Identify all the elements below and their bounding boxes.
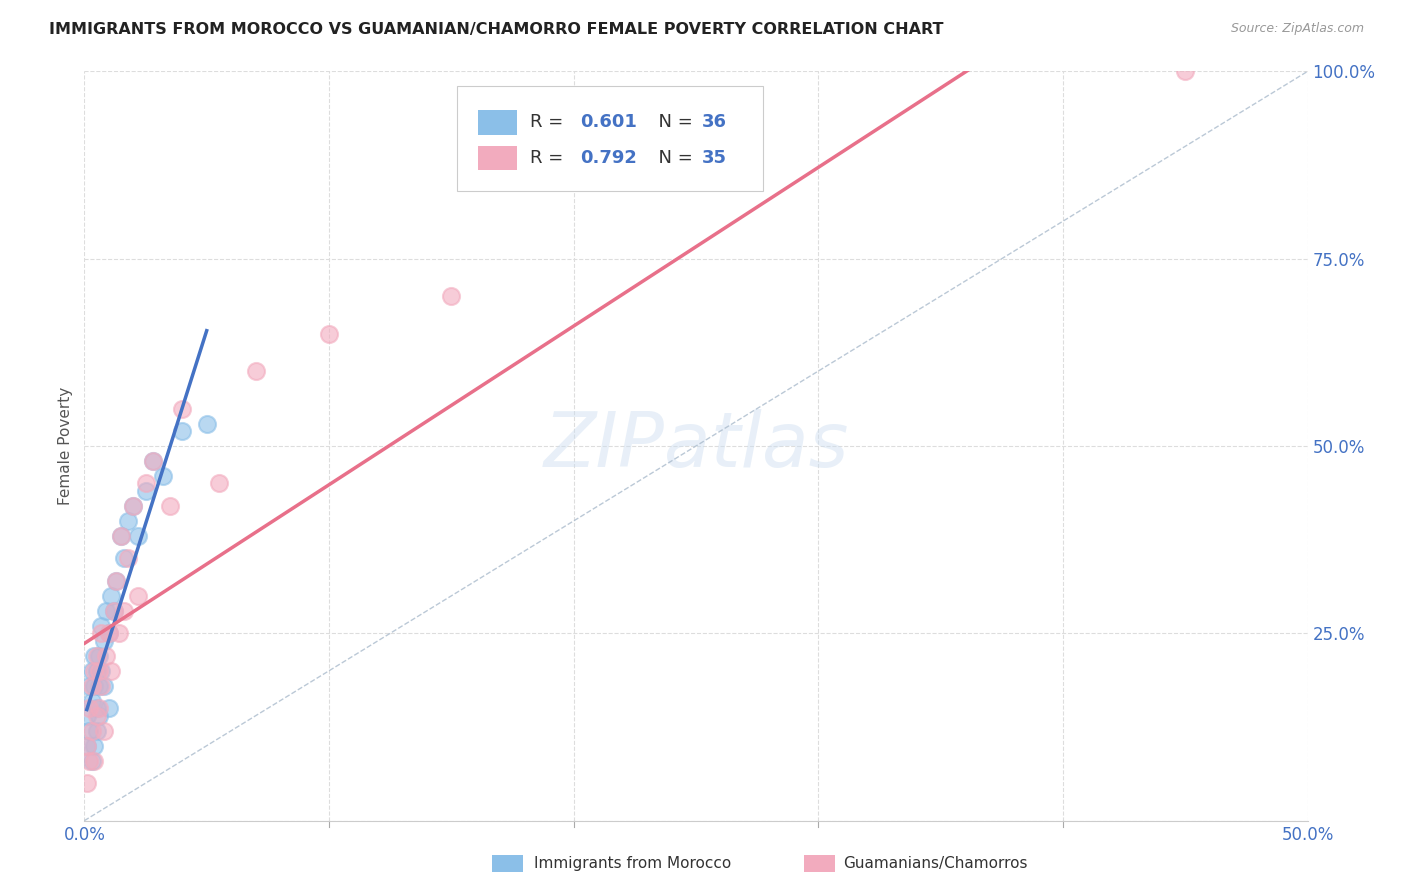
- Point: [76, 708, 98, 723]
- Y-axis label: Female Poverty: Female Poverty: [58, 387, 73, 505]
- Point: [107, 626, 129, 640]
- FancyBboxPatch shape: [457, 87, 763, 191]
- Point: [152, 469, 174, 483]
- Text: N =: N =: [647, 149, 699, 167]
- Point: [86, 648, 108, 663]
- Text: 35: 35: [702, 149, 727, 167]
- Point: [77, 754, 100, 768]
- Point: [80, 754, 103, 768]
- Text: Guamanians/Chamorros: Guamanians/Chamorros: [844, 856, 1028, 871]
- Point: [103, 604, 125, 618]
- Point: [135, 476, 157, 491]
- Point: [245, 364, 267, 378]
- Text: 0.601: 0.601: [579, 113, 637, 131]
- Point: [110, 529, 132, 543]
- Point: [135, 483, 157, 498]
- Point: [93, 633, 115, 648]
- Point: [83, 754, 105, 768]
- Point: [142, 454, 165, 468]
- Point: [172, 424, 194, 438]
- Point: [105, 574, 128, 588]
- Point: [90, 679, 112, 693]
- Point: [122, 499, 145, 513]
- Point: [100, 589, 122, 603]
- Point: [127, 589, 149, 603]
- Point: [159, 499, 181, 513]
- Text: R =: R =: [530, 149, 568, 167]
- Point: [110, 529, 132, 543]
- Point: [96, 604, 118, 618]
- Point: [86, 701, 108, 715]
- Point: [83, 739, 105, 753]
- FancyBboxPatch shape: [478, 145, 517, 170]
- Point: [93, 679, 115, 693]
- Point: [318, 326, 340, 341]
- Point: [86, 723, 108, 738]
- Point: [76, 776, 98, 790]
- Point: [80, 723, 103, 738]
- Point: [103, 604, 125, 618]
- Point: [93, 723, 115, 738]
- Point: [80, 664, 103, 678]
- Point: [87, 701, 110, 715]
- Point: [90, 619, 112, 633]
- Point: [127, 529, 149, 543]
- Text: Immigrants from Morocco: Immigrants from Morocco: [534, 856, 731, 871]
- Point: [142, 454, 165, 468]
- Text: 36: 36: [702, 113, 727, 131]
- Point: [86, 708, 108, 723]
- FancyBboxPatch shape: [478, 111, 517, 135]
- Point: [87, 664, 110, 678]
- Text: Source: ZipAtlas.com: Source: ZipAtlas.com: [1230, 22, 1364, 36]
- Point: [87, 648, 110, 663]
- Point: [117, 514, 139, 528]
- Point: [195, 417, 218, 431]
- Point: [112, 551, 135, 566]
- Text: N =: N =: [647, 113, 699, 131]
- Point: [77, 679, 100, 693]
- Point: [83, 648, 105, 663]
- Point: [76, 739, 98, 753]
- Text: R =: R =: [530, 113, 568, 131]
- Point: [1174, 64, 1197, 78]
- Point: [77, 701, 100, 715]
- Point: [112, 604, 135, 618]
- Point: [77, 723, 100, 738]
- Point: [97, 701, 120, 715]
- Point: [80, 679, 103, 693]
- Point: [90, 664, 112, 678]
- Text: ZIPatlas: ZIPatlas: [543, 409, 849, 483]
- Point: [87, 679, 110, 693]
- Point: [440, 289, 463, 303]
- Point: [96, 648, 118, 663]
- Point: [87, 708, 110, 723]
- Point: [83, 664, 105, 678]
- Point: [105, 574, 128, 588]
- Point: [83, 679, 105, 693]
- Point: [122, 499, 145, 513]
- Point: [172, 401, 194, 416]
- Point: [80, 694, 103, 708]
- Text: IMMIGRANTS FROM MOROCCO VS GUAMANIAN/CHAMORRO FEMALE POVERTY CORRELATION CHART: IMMIGRANTS FROM MOROCCO VS GUAMANIAN/CHA…: [49, 22, 943, 37]
- Point: [97, 626, 120, 640]
- Point: [208, 476, 231, 491]
- Point: [117, 551, 139, 566]
- Point: [100, 664, 122, 678]
- Point: [90, 626, 112, 640]
- Text: 0.792: 0.792: [579, 149, 637, 167]
- Point: [86, 664, 108, 678]
- Point: [76, 739, 98, 753]
- Point: [97, 626, 120, 640]
